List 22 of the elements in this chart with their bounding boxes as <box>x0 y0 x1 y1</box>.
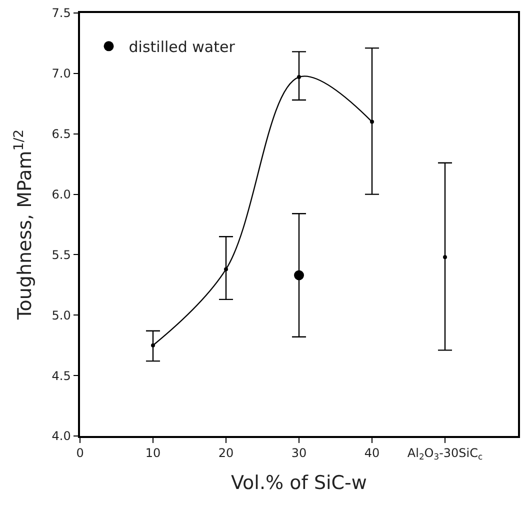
legend-label: distilled water <box>128 38 236 56</box>
y-tick-label: 6.0 <box>52 187 71 202</box>
x-tick-label: 10 <box>145 446 161 460</box>
x-tick-label: 30 <box>291 446 307 460</box>
y-tick-label: 5.5 <box>52 248 71 262</box>
y-tick-label: 5.0 <box>52 308 71 322</box>
point <box>443 255 447 260</box>
point <box>297 75 301 80</box>
y-tick-label: 6.5 <box>52 127 71 142</box>
x-tick-label: 20 <box>218 446 234 460</box>
x-tick-label: 40 <box>364 446 380 460</box>
y-tick-label: 7.0 <box>52 66 71 81</box>
point <box>224 267 228 272</box>
y-tick-label: 7.5 <box>52 6 71 20</box>
x-tick-label: Al$_{2}$O$_{3}$-30SiC$_{c}$ <box>407 446 484 462</box>
x-axis-title: Vol.% of SiC-w <box>231 472 367 494</box>
y-tick-label: 4.0 <box>52 429 71 444</box>
x-tick-label: 0 <box>76 446 84 460</box>
point <box>294 270 304 280</box>
point <box>370 120 374 124</box>
point <box>151 343 155 348</box>
y-tick-label: 4.5 <box>52 368 71 383</box>
